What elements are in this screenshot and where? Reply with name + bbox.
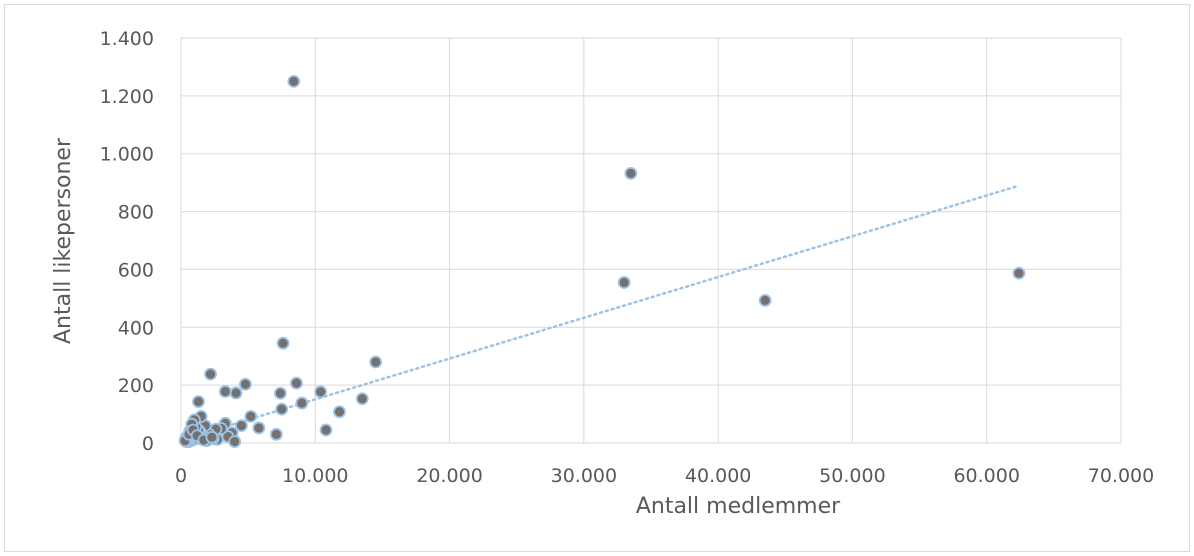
y-tick-label: 1.400 [100,28,154,50]
y-axis-title: Antall likepersoner [51,137,76,344]
x-tick-label: 70.000 [1088,465,1154,487]
data-point [229,386,243,400]
data-point [355,392,369,406]
data-point [205,430,219,444]
y-tick-label: 1.200 [100,86,154,108]
data-point [276,336,290,350]
data-point [624,166,638,180]
x-tick-label: 30.000 [551,465,617,487]
y-tick-label: 0 [142,433,154,455]
data-point [204,367,217,381]
data-points [178,74,1026,448]
data-point [269,427,283,441]
x-tick-label: 20.000 [416,465,482,487]
x-tick-label: 40.000 [685,465,751,487]
data-point [244,409,258,423]
x-tick-labels: 0 10.000 20.000 30.000 40.000 50.000 60.000 70.… [175,465,1154,487]
y-tick-label: 400 [118,317,154,339]
gridlines [181,37,1122,443]
data-point [228,435,242,448]
data-point [275,402,289,416]
data-point [192,395,205,409]
data-point [314,385,328,399]
chart-frame [4,4,1190,552]
data-point [369,355,383,369]
y-tick-label: 1.000 [100,144,154,166]
y-tick-label: 600 [118,259,154,281]
y-tick-label: 200 [118,375,154,397]
x-axis-title: Antall medlemmer [636,494,841,519]
y-tick-label: 800 [118,202,154,224]
x-tick-label: 0 [175,465,187,487]
data-point [295,396,309,410]
data-point [252,421,266,435]
data-point [758,293,772,307]
data-point [273,386,287,400]
data-point [319,423,333,437]
data-point [287,74,301,88]
data-point [235,419,248,433]
x-tick-label: 10.000 [282,465,348,487]
data-point [333,405,346,419]
data-point [617,276,631,289]
data-point [239,377,252,391]
data-point [1012,266,1026,280]
data-point [218,385,232,398]
x-tick-label: 60.000 [953,465,1019,487]
x-tick-label: 50.000 [819,465,885,487]
axes [180,38,1121,444]
data-point [290,376,303,390]
y-tick-labels: 0 200 400 600 800 1.000 1.200 1.400 [100,28,154,455]
